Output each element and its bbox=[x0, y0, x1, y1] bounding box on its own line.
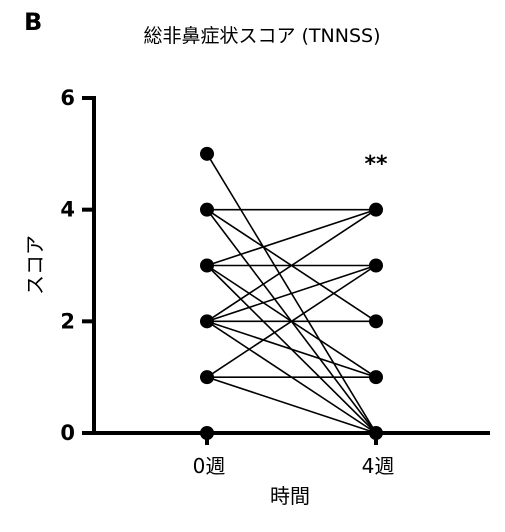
data-point-week0-2 bbox=[200, 314, 214, 329]
data-point-week4-2 bbox=[369, 314, 383, 329]
paired-line-9 bbox=[206, 264, 377, 323]
y-tick-label-2: 2 bbox=[60, 309, 75, 333]
paired-lines bbox=[206, 153, 377, 434]
x-tick-label-1: 4週 bbox=[362, 454, 395, 478]
x-tick-label-0: 0週 bbox=[193, 454, 226, 478]
y-axis-label: スコア bbox=[23, 235, 47, 295]
y-tick-label-6: 6 bbox=[60, 86, 75, 110]
data-point-week4-4 bbox=[369, 202, 383, 217]
significance-annotation: ** bbox=[364, 152, 388, 177]
data-points bbox=[200, 146, 383, 440]
panel-letter: B bbox=[24, 8, 42, 36]
x-axis-ticks: 0週 4週 bbox=[193, 433, 395, 478]
paired-line-4 bbox=[206, 208, 377, 267]
paired-line-15 bbox=[206, 376, 377, 434]
x-axis-label: 時間 bbox=[270, 484, 310, 508]
data-point-week4-1 bbox=[369, 370, 383, 385]
paired-line-8 bbox=[206, 208, 377, 323]
data-point-week0-5 bbox=[200, 146, 214, 161]
chart-title: 総非鼻症状スコア (TNNSS) bbox=[143, 25, 380, 47]
data-point-week0-4 bbox=[200, 202, 214, 217]
data-point-week0-3 bbox=[200, 258, 214, 273]
y-axis-ticks: 0 2 4 6 bbox=[60, 86, 94, 445]
paired-line-11 bbox=[206, 320, 377, 378]
data-point-week4-3 bbox=[369, 258, 383, 273]
y-tick-label-0: 0 bbox=[60, 421, 75, 445]
paired-line-13 bbox=[206, 264, 377, 378]
data-point-week0-1 bbox=[200, 370, 214, 385]
y-tick-label-4: 4 bbox=[60, 198, 75, 222]
